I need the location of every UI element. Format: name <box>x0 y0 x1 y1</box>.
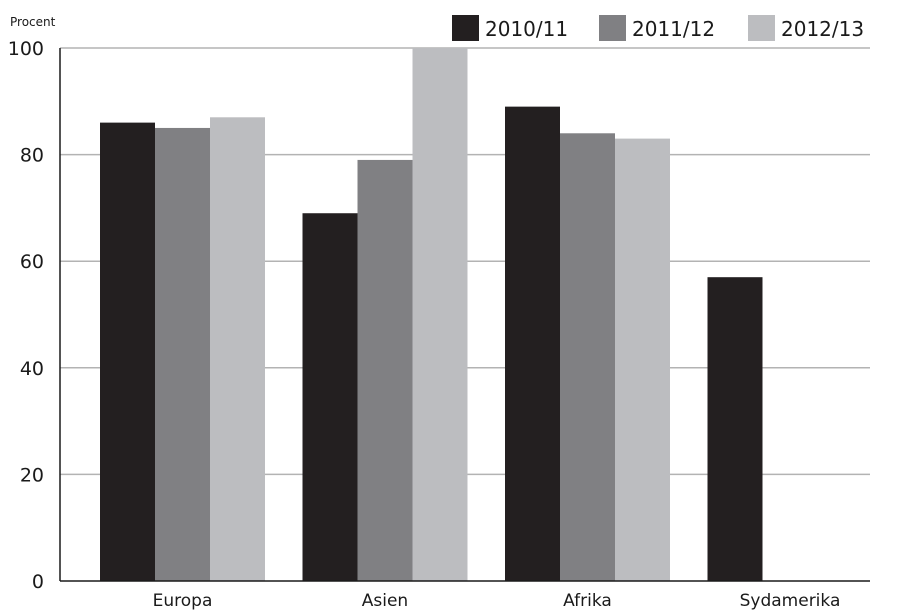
legend-swatch <box>748 15 775 41</box>
bar-asien-2012-13 <box>412 48 468 581</box>
y-axis-unit-label: Procent <box>10 15 56 29</box>
legend-swatch <box>452 15 479 41</box>
category-label: Afrika <box>563 591 612 611</box>
legend-label: 2012/13 <box>781 17 864 41</box>
bar-europa-2012-13 <box>210 117 265 581</box>
y-tick-label: 60 <box>20 251 44 273</box>
y-tick-label: 0 <box>32 571 44 593</box>
bar-europa-2010-11 <box>100 122 155 582</box>
bar-asien-2011-12 <box>357 159 413 581</box>
category-label: Europa <box>153 591 213 611</box>
category-labels: Europa Asien Afrika Sydamerika <box>153 591 841 611</box>
bar-afrika-2012-13 <box>615 138 670 582</box>
bars <box>100 48 763 582</box>
bar-sydamerika-2010-11 <box>707 277 763 581</box>
y-tick-label: 80 <box>20 145 44 167</box>
bar-afrika-2010-11 <box>505 106 560 581</box>
y-tick-label: 40 <box>20 358 44 380</box>
bar-afrika-2011-12 <box>560 133 615 581</box>
y-tick-label: 100 <box>8 38 44 60</box>
bar-asien-2010-11 <box>302 213 358 582</box>
legend-label: 2010/11 <box>485 17 568 41</box>
legend: 2010/11 2011/12 2012/13 <box>452 15 864 41</box>
legend-label: 2011/12 <box>632 17 715 41</box>
category-label: Sydamerika <box>740 591 841 611</box>
legend-swatch <box>599 15 626 41</box>
bar-europa-2011-12 <box>155 127 210 581</box>
y-tick-label: 20 <box>20 464 44 486</box>
category-label: Asien <box>362 591 408 611</box>
y-tick-labels: 0 20 40 60 80 100 <box>8 38 44 593</box>
